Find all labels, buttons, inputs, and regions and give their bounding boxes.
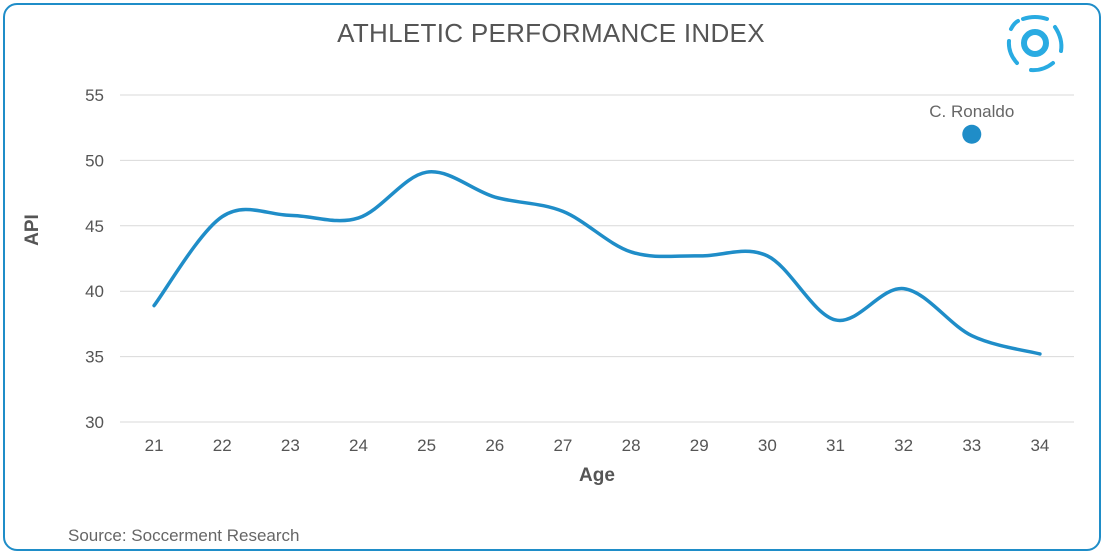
y-tick-label: 30 [85,413,104,432]
y-tick-label: 55 [85,86,104,105]
series-line [152,170,1042,356]
gridlines [120,94,1074,423]
y-tick-label: 45 [85,217,104,236]
x-tick-label: 34 [1030,436,1049,455]
x-tick-labels: 21 22 23 24 25 26 27 28 29 30 31 32 33 34 [145,436,1050,455]
x-tick-label: 26 [485,436,504,455]
x-tick-label: 21 [145,436,164,455]
x-tick-label: 32 [894,436,913,455]
annotation-point [962,124,982,144]
x-tick-label: 28 [622,436,641,455]
x-tick-label: 31 [826,436,845,455]
y-tick-label: 40 [85,282,104,301]
annotations: C. Ronaldo [929,102,1014,144]
x-tick-label: 24 [349,436,368,455]
y-tick-labels: 30 35 40 45 50 55 [85,86,104,432]
series-layer [152,170,1042,356]
x-tick-label: 30 [758,436,777,455]
x-tick-label: 33 [962,436,981,455]
annotation-label: C. Ronaldo [929,102,1014,121]
y-axis-title: API [22,214,43,246]
chart-card [3,3,1101,551]
source-note: Source: Soccerment Research [68,526,300,545]
x-axis-title: Age [579,465,615,486]
x-tick-label: 22 [213,436,232,455]
x-tick-label: 23 [281,436,300,455]
chart-title: ATHLETIC PERFORMANCE INDEX [337,18,765,48]
y-tick-label: 50 [85,151,104,170]
x-tick-label: 27 [553,436,572,455]
x-tick-label: 25 [417,436,436,455]
x-tick-label: 29 [690,436,709,455]
soccerment-logo-icon [1006,15,1064,73]
y-tick-label: 35 [85,348,104,367]
